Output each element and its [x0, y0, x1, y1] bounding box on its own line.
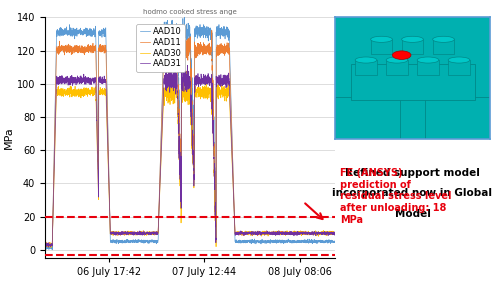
AAD11 [75, 51, 81, 55]
Line: AAD30: AAD30 [45, 71, 335, 248]
Y-axis label: MPa: MPa [4, 126, 14, 149]
Text: Refined support model: Refined support model [345, 168, 480, 178]
AAD11 [326, 231, 332, 234]
AAD11 [42, 242, 48, 246]
AAD11 [45, 245, 51, 249]
FancyBboxPatch shape [448, 60, 470, 75]
FancyBboxPatch shape [370, 39, 392, 54]
AAD11 [166, 46, 172, 50]
Text: hodmo cooked stress ange: hodmo cooked stress ange [143, 9, 237, 15]
AAD30 [296, 231, 302, 235]
AAD31 [92, 79, 98, 83]
AAD30 [92, 90, 98, 94]
AAD31 [42, 244, 48, 247]
FancyBboxPatch shape [402, 39, 423, 54]
AAD10 [154, 242, 160, 246]
AAD11 [209, 29, 215, 32]
AAD10 [296, 241, 302, 244]
AAD31 [166, 72, 172, 76]
AAD10 [92, 30, 98, 33]
AAD31 [296, 231, 302, 235]
FancyBboxPatch shape [432, 39, 454, 54]
AAD30 [166, 83, 172, 87]
AAD30 [154, 230, 160, 233]
Ellipse shape [355, 57, 377, 63]
AAD10 [166, 28, 172, 32]
AAD31 [326, 232, 332, 236]
AAD10 [75, 29, 81, 32]
Text: incorporated now in Global: incorporated now in Global [332, 188, 492, 198]
Line: AAD31: AAD31 [45, 65, 335, 247]
Ellipse shape [448, 57, 470, 63]
AAD11 [154, 231, 160, 235]
AAD30 [42, 241, 48, 245]
AAD30 [332, 231, 338, 235]
Legend: AAD10, AAD11, AAD30, AAD31: AAD10, AAD11, AAD30, AAD31 [136, 24, 185, 72]
FancyBboxPatch shape [417, 60, 439, 75]
AAD31 [154, 232, 160, 235]
AAD31 [42, 246, 48, 249]
Ellipse shape [392, 51, 411, 59]
AAD10 [42, 245, 48, 249]
FancyBboxPatch shape [335, 97, 400, 139]
AAD10 [332, 240, 338, 243]
Text: Model: Model [394, 209, 430, 219]
Ellipse shape [370, 36, 392, 42]
Ellipse shape [386, 57, 408, 63]
Ellipse shape [432, 36, 454, 42]
AAD30 [48, 246, 54, 249]
AAD31 [332, 230, 338, 233]
Line: AAD11: AAD11 [45, 30, 335, 247]
FancyBboxPatch shape [355, 60, 377, 75]
AAD11 [296, 231, 302, 234]
FancyBboxPatch shape [350, 64, 474, 100]
AAD30 [75, 92, 81, 95]
Ellipse shape [402, 36, 423, 42]
AAD11 [92, 49, 98, 52]
AAD10 [326, 239, 332, 243]
FancyBboxPatch shape [386, 60, 408, 75]
Text: FE (ANSYS)
prediction of
residual stress level
after unloading: 18
MPa: FE (ANSYS) prediction of residual stress… [340, 168, 452, 224]
AAD10 [49, 248, 55, 252]
AAD30 [184, 69, 190, 73]
Line: AAD10: AAD10 [45, 17, 335, 250]
FancyBboxPatch shape [425, 97, 490, 139]
AAD10 [182, 16, 188, 19]
AAD11 [332, 231, 338, 235]
Ellipse shape [417, 57, 439, 63]
AAD30 [326, 231, 332, 235]
AAD31 [184, 64, 190, 67]
AAD31 [75, 78, 81, 81]
